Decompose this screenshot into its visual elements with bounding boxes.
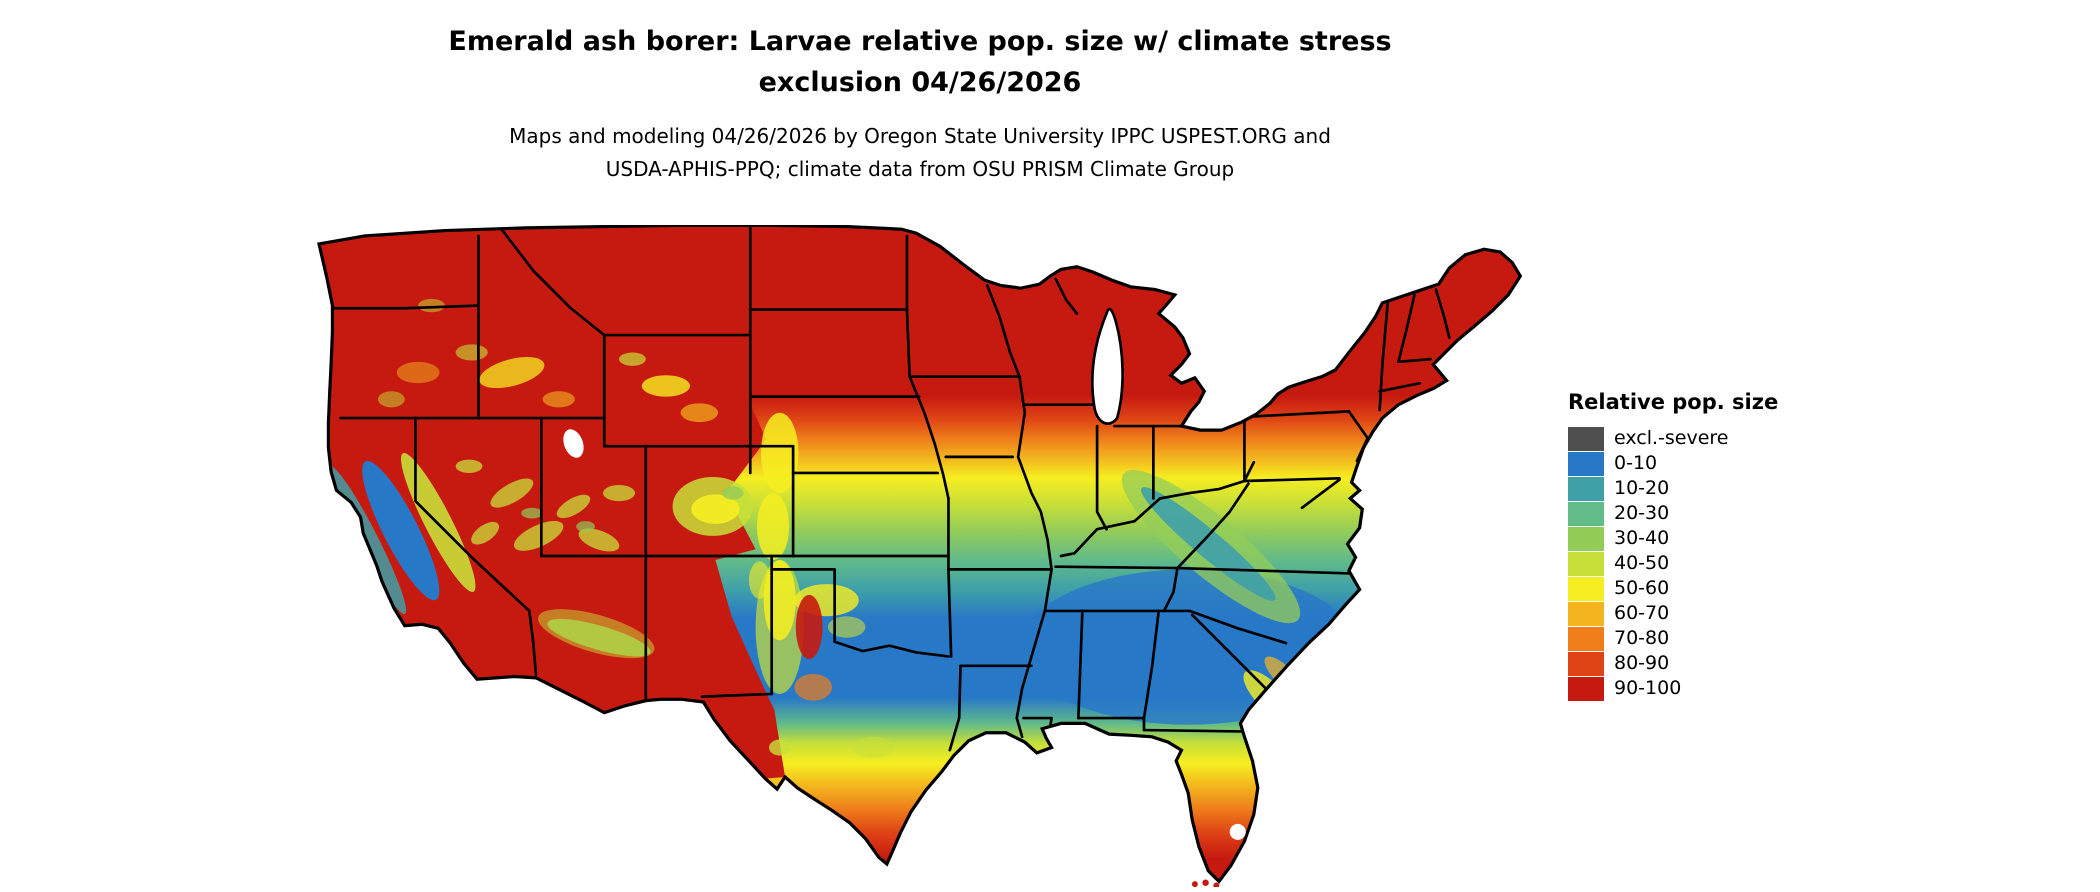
legend: Relative pop. size excl.-severe 0-10 10-20… <box>1568 390 1778 701</box>
legend-item: excl.-severe <box>1568 426 1778 451</box>
legend-item: 70-80 <box>1568 626 1778 651</box>
us-map-svg <box>317 225 1522 887</box>
legend-item: 60-70 <box>1568 601 1778 626</box>
page-title: Emerald ash borer: Larvae relative pop. … <box>250 22 1590 103</box>
legend-item: 50-60 <box>1568 576 1778 601</box>
us-choropleth-map <box>311 225 1527 887</box>
title-line-2: exclusion 04/26/2026 <box>758 66 1082 98</box>
legend-label: 30-40 <box>1614 527 1670 549</box>
legend-swatch <box>1568 426 1604 451</box>
legend-item: 90-100 <box>1568 676 1778 701</box>
state-borders <box>328 225 1451 752</box>
title-line-1: Emerald ash borer: Larvae relative pop. … <box>448 26 1392 57</box>
legend-swatch <box>1568 676 1604 701</box>
legend-label: 10-20 <box>1614 477 1670 499</box>
legend-item: 40-50 <box>1568 551 1778 576</box>
legend-label: 40-50 <box>1614 552 1670 574</box>
florida-keys <box>1191 879 1220 887</box>
legend-item: 30-40 <box>1568 526 1778 551</box>
legend-item: 80-90 <box>1568 651 1778 676</box>
legend-label: 20-30 <box>1614 502 1670 524</box>
subtitle-line-1: Maps and modeling 04/26/2026 by Oregon S… <box>509 124 1331 148</box>
legend-item: 20-30 <box>1568 501 1778 526</box>
great-salt-lake <box>563 429 584 458</box>
legend-swatch <box>1568 451 1604 476</box>
legend-item: 10-20 <box>1568 476 1778 501</box>
legend-label: 90-100 <box>1614 677 1682 699</box>
legend-swatch <box>1568 551 1604 576</box>
legend-swatch <box>1568 476 1604 501</box>
legend-swatch <box>1568 626 1604 651</box>
subtitle-line-2: USDA-APHIS-PPQ; climate data from OSU PR… <box>605 157 1235 181</box>
legend-label: 0-10 <box>1614 452 1658 474</box>
legend-swatch <box>1568 501 1604 526</box>
legend-title: Relative pop. size <box>1568 390 1779 414</box>
legend-swatch <box>1568 526 1604 551</box>
page-subtitle: Maps and modeling 04/26/2026 by Oregon S… <box>250 120 1590 186</box>
legend-label: 70-80 <box>1614 627 1670 649</box>
legend-swatch <box>1568 651 1604 676</box>
legend-swatch <box>1568 601 1604 626</box>
legend-swatch <box>1568 576 1604 601</box>
legend-item: 0-10 <box>1568 451 1778 476</box>
legend-label: 80-90 <box>1614 652 1670 674</box>
legend-label: 50-60 <box>1614 577 1670 599</box>
legend-label: 60-70 <box>1614 602 1670 624</box>
legend-label: excl.-severe <box>1614 427 1729 449</box>
lake-okeechobee <box>1229 823 1246 840</box>
legend-items: excl.-severe 0-10 10-20 20-30 30-40 40-50 50-6… <box>1568 426 1778 701</box>
lake-michigan <box>1091 307 1124 425</box>
